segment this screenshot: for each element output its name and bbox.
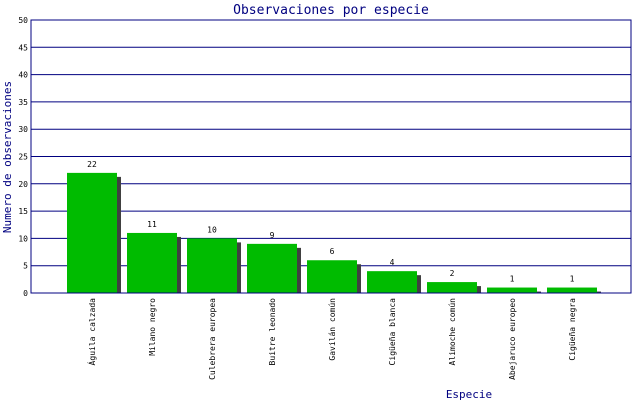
x-tick-label: Alimoche común [448, 298, 457, 366]
y-tick-label: 5 [23, 262, 28, 271]
bar [427, 282, 477, 293]
bars [67, 172, 601, 293]
plot-frame [30, 19, 632, 294]
y-tick-label: 20 [18, 180, 28, 189]
data-label: 1 [510, 275, 515, 284]
x-tick-label: Gavilán común [328, 298, 337, 361]
bar [247, 243, 297, 293]
data-label: 2 [450, 269, 455, 278]
x-tick-label: Cigüeña blanca [388, 298, 397, 366]
y-tick-label: 30 [18, 125, 28, 134]
bar [187, 238, 237, 293]
y-axis-label: Numero de observaciones [1, 81, 14, 233]
x-tick-label: Cigüeña negra [568, 298, 577, 361]
x-tick-label: Culebrera europea [208, 298, 217, 380]
bar [307, 260, 357, 293]
chart-title: Observaciones por especie [233, 3, 429, 18]
data-label: 9 [270, 231, 275, 240]
y-tick-label: 15 [18, 207, 28, 216]
bar [67, 172, 117, 293]
y-tick-label: 50 [18, 16, 28, 25]
x-tick-label: Milano negro [148, 298, 157, 356]
x-tick-labels: Águila calzada Milano negro Culebrera euro… [86, 298, 577, 380]
x-tick-label: Buitre leonado [268, 298, 277, 366]
data-label: 22 [87, 160, 97, 169]
x-axis-label: Especie [446, 388, 492, 400]
data-label: 1 [570, 275, 575, 284]
x-tick-label: Águila calzada [86, 298, 97, 366]
y-tick-label: 25 [18, 153, 28, 162]
bar [367, 271, 417, 293]
data-label: 4 [390, 258, 395, 267]
y-tick-label: 0 [23, 289, 28, 298]
y-tick-label: 35 [18, 98, 28, 107]
data-label: 11 [147, 220, 157, 229]
bar [547, 287, 597, 293]
y-tick-label: 45 [18, 43, 28, 52]
data-label: 10 [207, 225, 217, 234]
data-label: 6 [330, 247, 335, 256]
x-tick-label: Abejaruco europeo [508, 298, 517, 380]
bar [127, 232, 177, 293]
y-tick-label: 40 [18, 71, 28, 80]
y-tick-labels: 0 5 10 15 20 25 30 35 40 45 50 [18, 16, 28, 298]
bar [487, 287, 537, 293]
y-tick-label: 10 [18, 234, 28, 243]
